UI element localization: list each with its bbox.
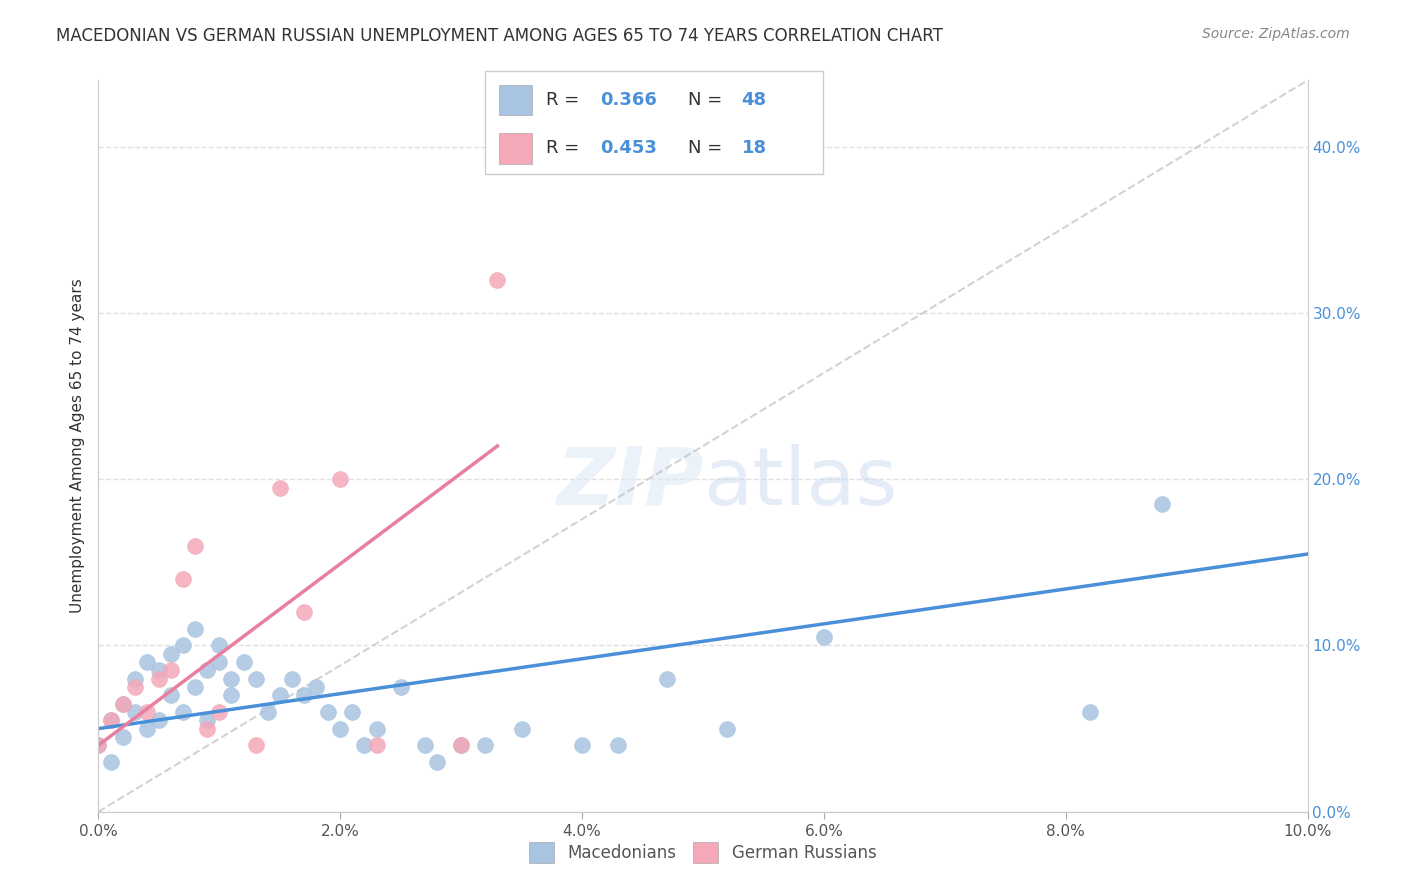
- Point: [450, 738, 472, 752]
- Point: [148, 672, 170, 686]
- Point: [124, 680, 146, 694]
- Point: [607, 738, 630, 752]
- Point: [510, 722, 533, 736]
- Point: [269, 689, 291, 703]
- Point: [111, 697, 134, 711]
- Point: [135, 722, 157, 736]
- Point: [329, 722, 352, 736]
- Text: N =: N =: [688, 139, 727, 157]
- Point: [450, 738, 472, 752]
- Point: [486, 273, 509, 287]
- Text: R =: R =: [546, 91, 585, 109]
- Point: [474, 738, 496, 752]
- Point: [281, 672, 304, 686]
- Point: [716, 722, 738, 736]
- Text: N =: N =: [688, 91, 727, 109]
- Point: [221, 672, 243, 686]
- Point: [111, 730, 134, 744]
- Point: [111, 697, 134, 711]
- Point: [100, 755, 122, 769]
- Point: [124, 672, 146, 686]
- Point: [184, 622, 207, 636]
- Point: [172, 705, 194, 719]
- Point: [87, 738, 110, 752]
- Point: [232, 655, 254, 669]
- Point: [135, 655, 157, 669]
- Point: [655, 672, 678, 686]
- Point: [305, 680, 328, 694]
- Point: [184, 539, 207, 553]
- Point: [135, 705, 157, 719]
- Point: [366, 722, 388, 736]
- Text: 18: 18: [741, 139, 766, 157]
- Text: Source: ZipAtlas.com: Source: ZipAtlas.com: [1202, 27, 1350, 41]
- FancyBboxPatch shape: [485, 71, 823, 174]
- Point: [245, 738, 267, 752]
- Point: [208, 639, 231, 653]
- Legend: Macedonians, German Russians: Macedonians, German Russians: [523, 836, 883, 869]
- Point: [208, 655, 231, 669]
- Text: ZIP: ZIP: [555, 443, 703, 522]
- Point: [269, 481, 291, 495]
- Text: MACEDONIAN VS GERMAN RUSSIAN UNEMPLOYMENT AMONG AGES 65 TO 74 YEARS CORRELATION : MACEDONIAN VS GERMAN RUSSIAN UNEMPLOYMEN…: [56, 27, 943, 45]
- Text: 0.366: 0.366: [600, 91, 657, 109]
- FancyBboxPatch shape: [499, 85, 533, 115]
- Point: [292, 605, 315, 619]
- Point: [160, 689, 183, 703]
- Point: [160, 647, 183, 661]
- Point: [124, 705, 146, 719]
- Point: [329, 472, 352, 486]
- Point: [172, 572, 194, 586]
- Point: [172, 639, 194, 653]
- Point: [389, 680, 412, 694]
- Point: [160, 664, 183, 678]
- Point: [208, 705, 231, 719]
- Point: [426, 755, 449, 769]
- Point: [413, 738, 436, 752]
- Point: [342, 705, 364, 719]
- Point: [148, 664, 170, 678]
- Point: [195, 664, 218, 678]
- Point: [1152, 497, 1174, 511]
- Point: [292, 689, 315, 703]
- Point: [571, 738, 593, 752]
- Point: [195, 714, 218, 728]
- Y-axis label: Unemployment Among Ages 65 to 74 years: Unemployment Among Ages 65 to 74 years: [69, 278, 84, 614]
- Text: R =: R =: [546, 139, 585, 157]
- Point: [813, 630, 835, 644]
- Text: 48: 48: [741, 91, 766, 109]
- Point: [316, 705, 339, 719]
- Point: [100, 714, 122, 728]
- Point: [353, 738, 375, 752]
- Text: 0.453: 0.453: [600, 139, 657, 157]
- Point: [1078, 705, 1101, 719]
- FancyBboxPatch shape: [499, 133, 533, 163]
- Point: [87, 738, 110, 752]
- Point: [195, 722, 218, 736]
- Point: [256, 705, 278, 719]
- Point: [184, 680, 207, 694]
- Point: [100, 714, 122, 728]
- Point: [245, 672, 267, 686]
- Point: [221, 689, 243, 703]
- Point: [148, 714, 170, 728]
- Point: [366, 738, 388, 752]
- Text: atlas: atlas: [703, 443, 897, 522]
